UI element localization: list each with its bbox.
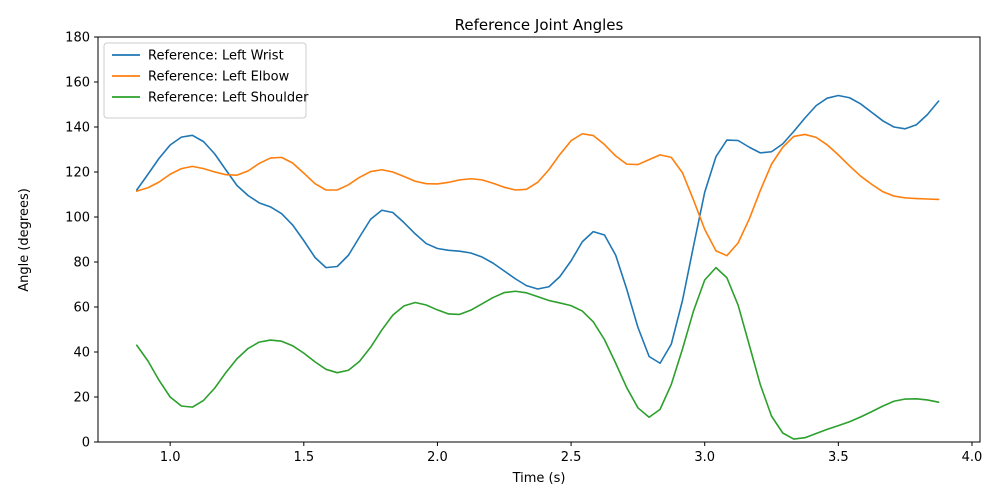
y-tick-label: 20 [73,391,90,406]
legend-entry: Reference: Left Shoulder [148,91,309,106]
x-tick-label: 3.0 [694,450,715,465]
x-tick-label: 1.0 [160,450,181,465]
y-tick-label: 100 [65,211,90,226]
x-tick-label: 3.5 [828,450,849,465]
y-tick-label: 120 [65,166,90,181]
legend-entry: Reference: Left Wrist [148,49,284,64]
y-tick-label: 160 [65,76,90,91]
y-tick-label: 140 [65,121,90,136]
y-tick-label: 80 [73,256,90,271]
y-tick-label: 60 [73,301,90,316]
x-axis-ticks: 1.0 1.5 2.0 2.5 3.0 3.5 4.0 [160,442,983,465]
y-tick-label: 0 [82,436,90,451]
y-tick-label: 180 [65,31,90,46]
x-tick-label: 4.0 [962,450,983,465]
legend: Reference: Left Wrist Reference: Left Elb… [104,43,309,118]
x-tick-label: 1.5 [293,450,314,465]
x-tick-label: 2.0 [427,450,448,465]
y-tick-label: 40 [73,346,90,361]
y-axis-label: Angle (degrees) [17,188,32,292]
legend-entry: Reference: Left Elbow [148,70,290,85]
x-axis-label: Time (s) [512,471,566,486]
x-tick-label: 2.5 [561,450,582,465]
y-axis-ticks: 0 20 40 60 80 100 120 140 160 180 [65,31,98,451]
chart-title: Reference Joint Angles [455,16,624,34]
